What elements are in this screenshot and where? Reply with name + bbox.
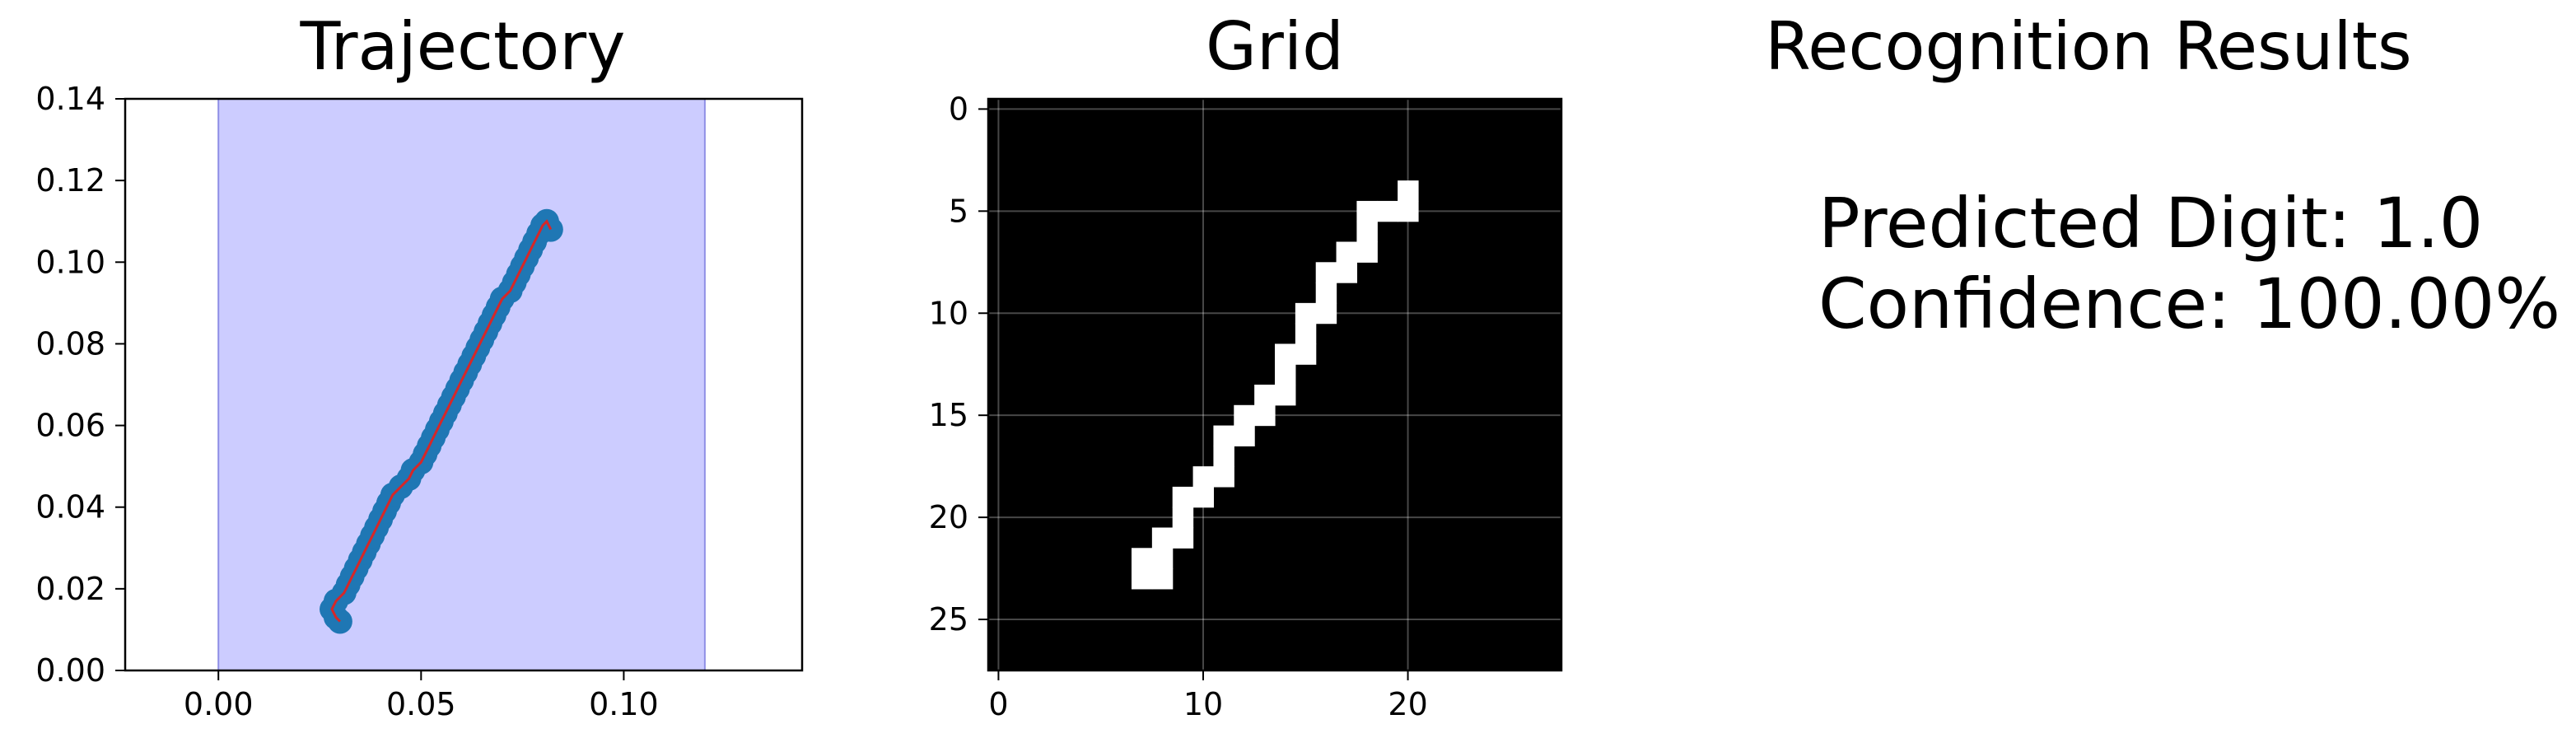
grid-cell bbox=[1172, 507, 1194, 529]
grid-cell bbox=[1295, 323, 1317, 345]
y-tick-label: 0 bbox=[949, 91, 968, 127]
grid-cell bbox=[1356, 241, 1378, 263]
confidence-text: Confidence: 100.00% bbox=[1818, 264, 2560, 344]
x-tick-label: 20 bbox=[1388, 686, 1427, 722]
grid-cell bbox=[1254, 404, 1276, 427]
trajectory-axes-frame bbox=[124, 97, 804, 672]
grid-cell bbox=[1213, 425, 1234, 446]
predicted-digit-text: Predicted Digit: 1.0 bbox=[1818, 183, 2483, 264]
y-tick-label: 15 bbox=[929, 397, 968, 433]
grid-cell bbox=[1151, 568, 1174, 590]
grid-cell bbox=[1213, 466, 1234, 488]
grid-cell bbox=[1234, 404, 1255, 427]
y-tick-label: 0.06 bbox=[35, 408, 105, 444]
y-tick-label: 0.08 bbox=[35, 325, 105, 362]
trajectory-line bbox=[330, 219, 553, 623]
x-tick-label: 0 bbox=[988, 686, 1008, 722]
trajectory-panel: Trajectory 0.00 0.05 0.10 0.00 0.02 0.04 0.06… bbox=[35, 8, 804, 722]
grid-cell bbox=[1398, 200, 1419, 222]
trajectory-point bbox=[538, 217, 563, 242]
grid-cells bbox=[1132, 180, 1419, 590]
x-tick-label: 0.00 bbox=[184, 686, 254, 722]
grid-cell bbox=[1151, 548, 1174, 569]
grid-cell bbox=[1234, 425, 1255, 446]
trajectory-x-ticks: 0.00 0.05 0.10 bbox=[184, 670, 659, 722]
grid-cell bbox=[1275, 343, 1296, 365]
grid-cell bbox=[1172, 486, 1194, 508]
grid-cell bbox=[1192, 486, 1215, 508]
grid-cell bbox=[1336, 262, 1358, 283]
grid-cell bbox=[1315, 283, 1337, 304]
y-tick-label: 0.14 bbox=[35, 81, 105, 117]
y-tick-label: 0.00 bbox=[35, 652, 105, 689]
grid-cell bbox=[1377, 200, 1398, 222]
y-tick-label: 0.02 bbox=[35, 571, 105, 607]
grid-cell bbox=[1398, 180, 1419, 202]
y-tick-label: 20 bbox=[929, 499, 968, 535]
grid-cell bbox=[1295, 343, 1317, 365]
x-tick-label: 0.10 bbox=[589, 686, 659, 722]
grid-cell bbox=[1275, 364, 1296, 385]
grid-x-ticks: 0 10 20 bbox=[988, 670, 1428, 722]
grid-cell bbox=[1315, 262, 1337, 283]
grid-cell bbox=[1132, 568, 1153, 590]
grid-panel: Grid 0 10 20 0 5 10 15 20 25 bbox=[929, 8, 1563, 722]
results-panel: Recognition Results Predicted Digit: 1.0… bbox=[1765, 8, 2560, 344]
grid-title: Grid bbox=[1206, 8, 1344, 85]
grid-cell bbox=[1254, 385, 1276, 406]
grid-cell bbox=[1275, 385, 1296, 406]
trajectory-title: Trajectory bbox=[300, 8, 626, 85]
trajectory-points bbox=[320, 208, 563, 634]
results-title: Recognition Results bbox=[1765, 8, 2411, 85]
grid-axes-frame bbox=[987, 97, 1563, 672]
grid-cell bbox=[1151, 527, 1174, 549]
grid-gridlines bbox=[988, 99, 1561, 670]
x-tick-label: 10 bbox=[1183, 686, 1223, 722]
y-tick-label: 25 bbox=[929, 601, 968, 638]
grid-cell bbox=[1356, 221, 1378, 243]
y-tick-label: 10 bbox=[929, 295, 968, 331]
y-tick-label: 0.10 bbox=[35, 244, 105, 280]
trajectory-y-ticks: 0.00 0.02 0.04 0.06 0.08 0.10 0.12 0.14 bbox=[35, 81, 125, 689]
x-tick-label: 0.05 bbox=[386, 686, 456, 722]
trajectory-line-layer bbox=[217, 99, 706, 670]
grid-cell bbox=[1132, 548, 1153, 569]
y-tick-label: 5 bbox=[949, 193, 968, 229]
grid-cell bbox=[1315, 302, 1337, 325]
grid-cell bbox=[1172, 527, 1194, 549]
y-tick-label: 0.04 bbox=[35, 489, 105, 525]
y-tick-label: 0.12 bbox=[35, 162, 105, 199]
grid-y-ticks: 0 5 10 15 20 25 bbox=[929, 91, 988, 638]
grid-cell bbox=[1295, 302, 1317, 325]
grid-cell bbox=[1356, 200, 1378, 222]
grid-cell bbox=[1192, 466, 1215, 488]
grid-cell bbox=[1336, 241, 1358, 263]
grid-cell bbox=[1213, 446, 1234, 467]
